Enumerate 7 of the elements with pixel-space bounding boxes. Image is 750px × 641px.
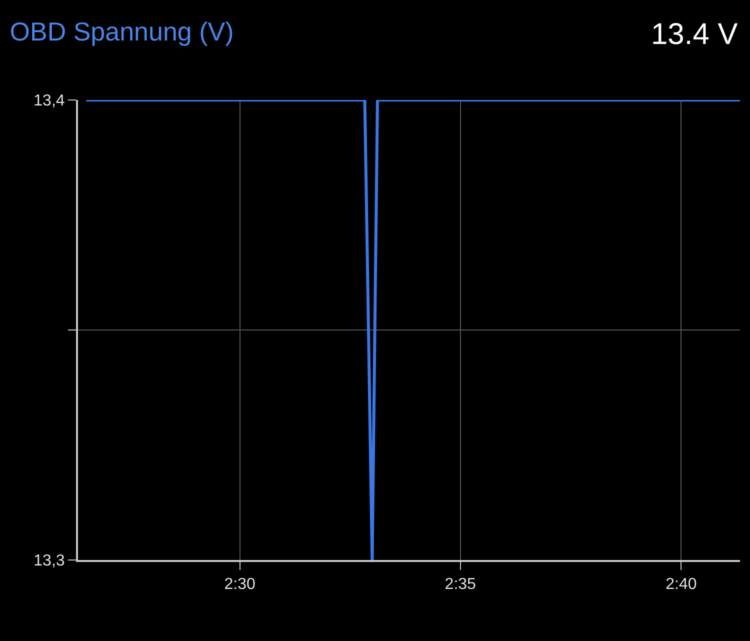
chart-title: OBD Spannung (V) [10,16,234,47]
x-tick-label: 2:30 [224,576,256,594]
x-tick-label: 2:35 [444,576,476,594]
x-tick-label: 2:40 [666,576,697,594]
y-tick-label: 13,4 [34,92,65,110]
text: 13.4 V [651,18,738,51]
y-tick-label: 13,3 [34,552,65,570]
